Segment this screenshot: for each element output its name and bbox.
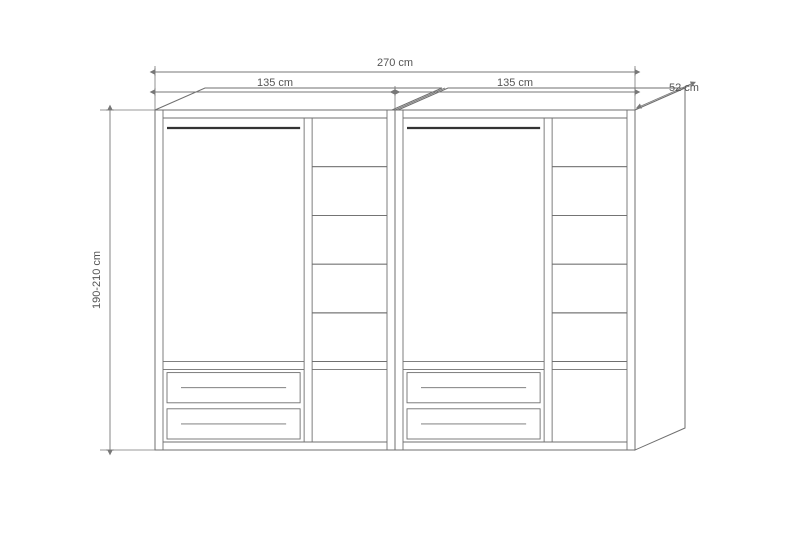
wardrobe-technical-diagram: 270 cm 135 cm 135 cm 190-210 cm 52 cm [0, 0, 800, 533]
svg-text:190-210 cm: 190-210 cm [91, 251, 103, 309]
svg-text:270 cm: 270 cm [377, 57, 413, 69]
svg-text:135 cm: 135 cm [257, 77, 293, 89]
svg-text:52 cm: 52 cm [669, 82, 699, 94]
module-right [395, 110, 635, 450]
svg-text:135 cm: 135 cm [497, 77, 533, 89]
module-left [155, 110, 395, 450]
wardrobe-drawing: 270 cm 135 cm 135 cm 190-210 cm 52 cm [91, 57, 699, 450]
